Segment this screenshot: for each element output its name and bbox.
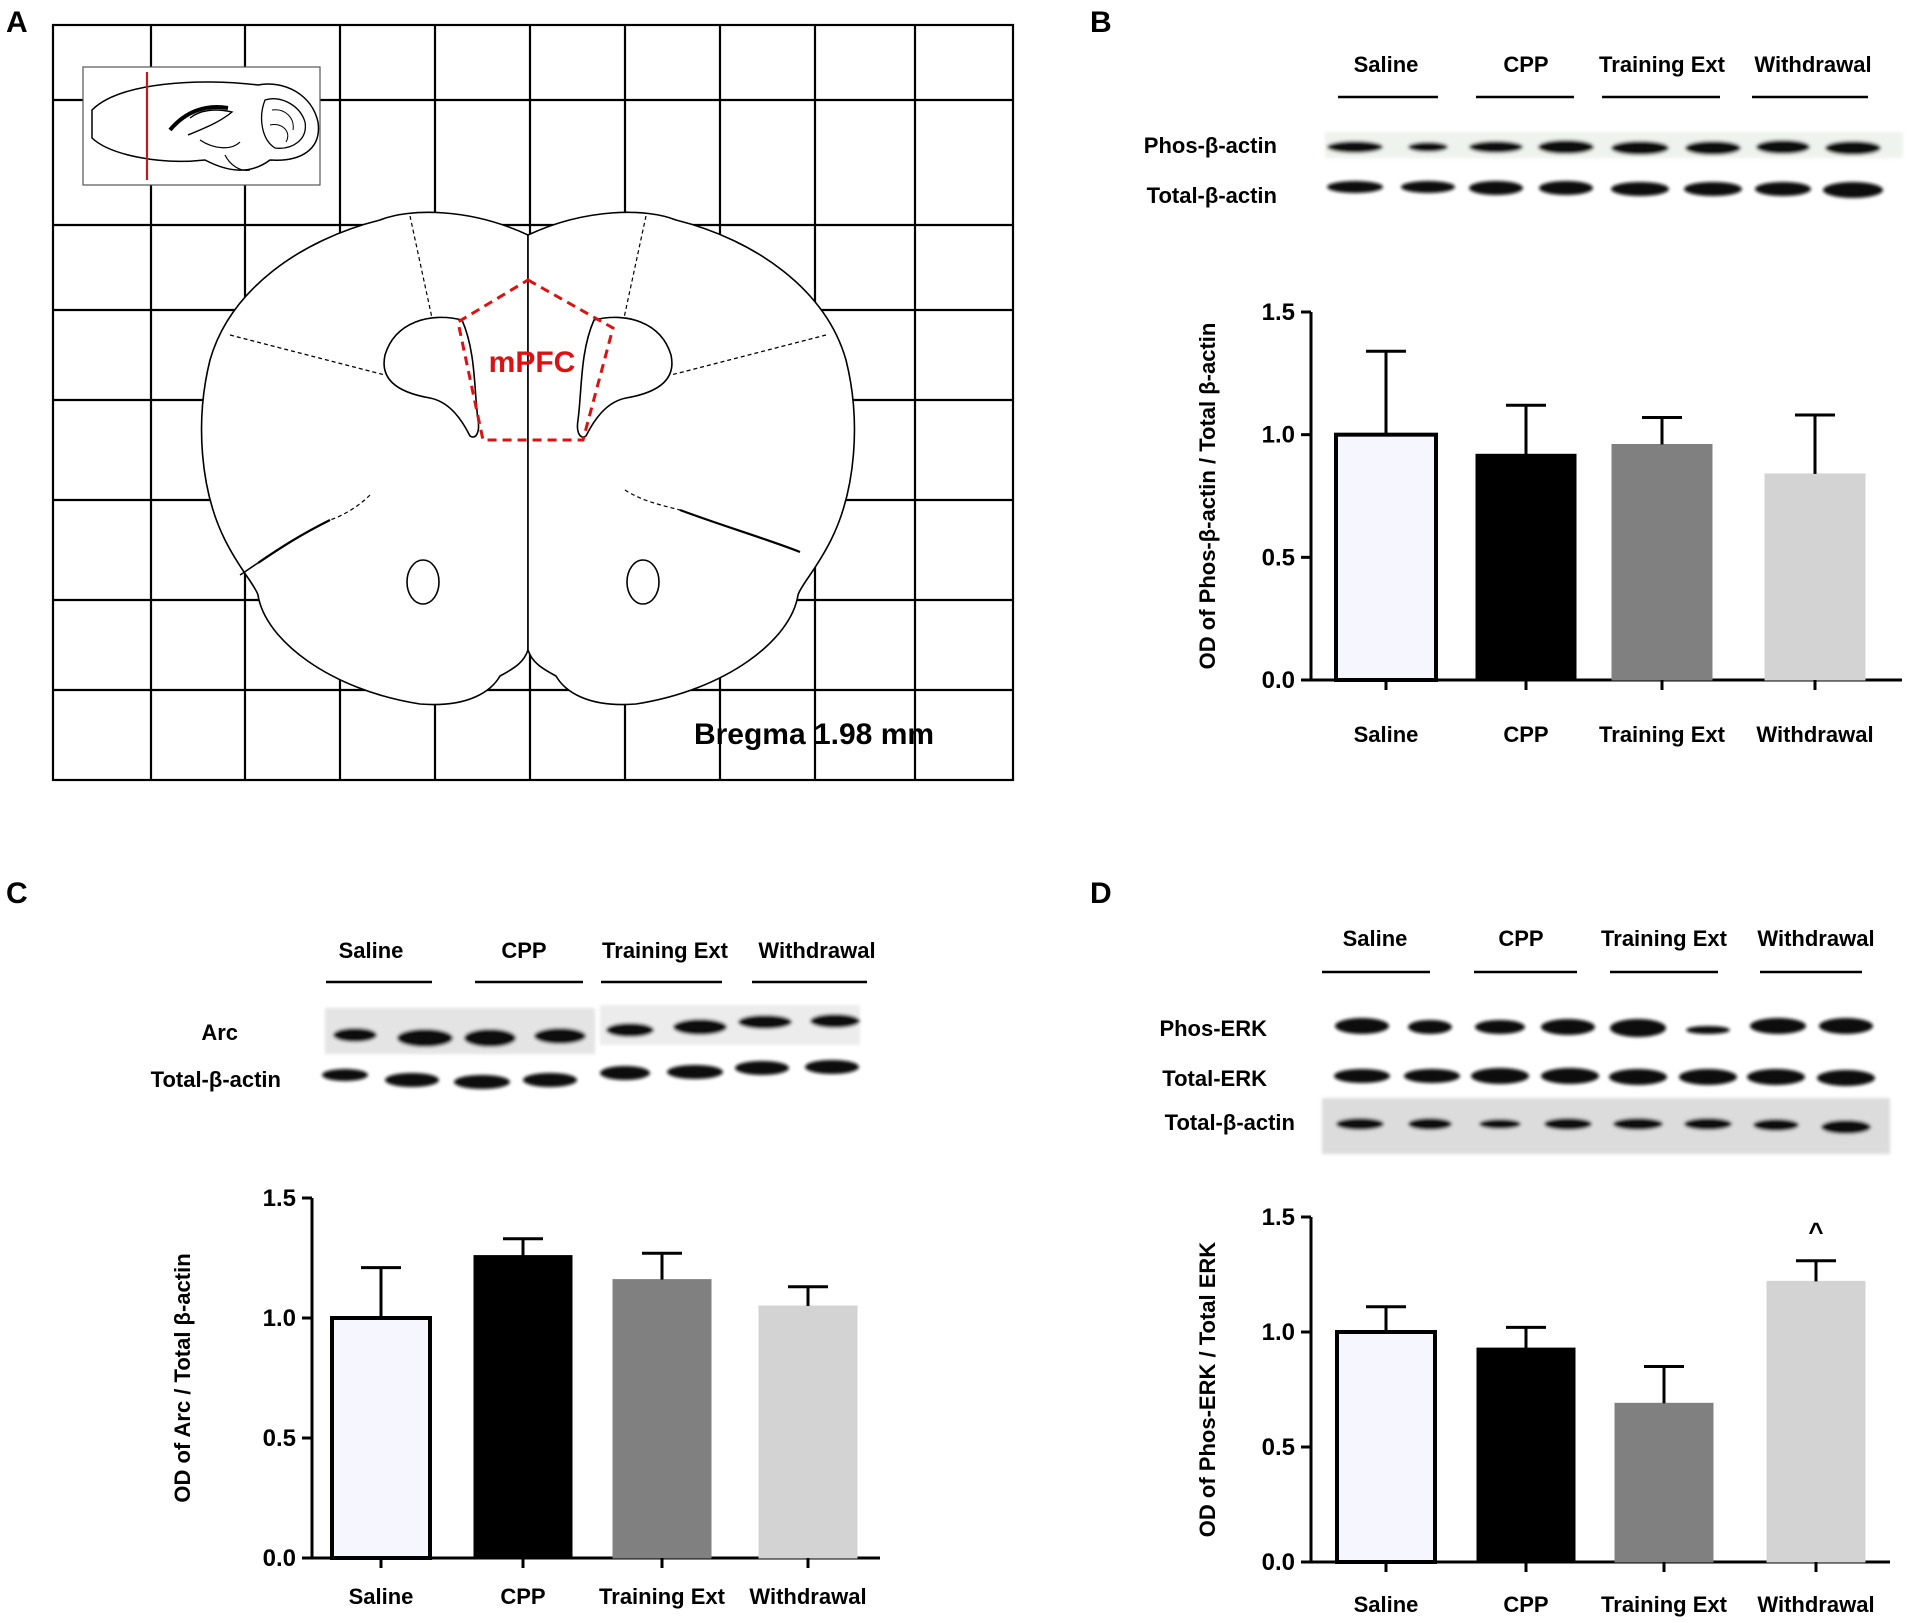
blot-d-row-total-erk: Total-ERK: [1162, 1066, 1267, 1091]
chart-d-y-tick-label: 1.0: [1262, 1319, 1295, 1346]
panel-b-blot-header: Saline CPP Training Ext Withdrawal: [1354, 52, 1872, 77]
chart-b-bar-saline: [1334, 432, 1438, 682]
chart-d-x-label-withdrawal: Withdrawal: [1757, 1592, 1874, 1617]
panel-c-letter: C: [6, 877, 28, 910]
blot-b-row-phos-beta-actin: Phos-β-actin: [1144, 133, 1277, 158]
blot-d-group-cpp: CPP: [1498, 926, 1543, 951]
chart-c-y-tick-label: 0.0: [263, 1545, 296, 1572]
chart-d-y-tick-label: 0.5: [1262, 1434, 1295, 1461]
chart-d-x-label-saline: Saline: [1354, 1592, 1419, 1617]
chart-d-bar-cpp: [1476, 1347, 1576, 1563]
chart-c-bar-training-ext: [612, 1279, 712, 1559]
chart-b: 0.0 0.5 1.0 1.5 OD of Phos-β-actin / Total β…: [1195, 299, 1902, 747]
blot-c-group-cpp: CPP: [501, 938, 546, 963]
panel-b-letter: B: [1090, 6, 1112, 39]
chart-b-y-tick-label: 1.5: [1262, 299, 1295, 326]
blot-c-bands: [322, 1005, 860, 1089]
chart-b-bar-cpp: [1475, 453, 1577, 681]
coronal-brain-section: [200, 211, 856, 706]
blot-d-group-saline: Saline: [1343, 926, 1408, 951]
chart-c-x-label-cpp: CPP: [500, 1584, 545, 1609]
coronal-section-boundaries: [229, 215, 827, 576]
bregma-label: Bregma 1.98 mm: [694, 718, 934, 751]
chart-c-x-label-withdrawal: Withdrawal: [749, 1584, 866, 1609]
chart-d-y-tick-label: 1.5: [1262, 1204, 1295, 1231]
chart-d-x-label-cpp: CPP: [1503, 1592, 1548, 1617]
blot-d-bands: [1322, 1018, 1890, 1154]
sagittal-brain-inset: [82, 66, 321, 186]
blot-c-row-total-beta-actin: Total-β-actin: [151, 1067, 281, 1092]
mpfc-region-outline: [456, 278, 615, 442]
mpfc-label: mPFC: [489, 346, 576, 379]
chart-d-y-tick-label: 0.0: [1262, 1549, 1295, 1576]
chart-d-significance-marker: ^: [1808, 1217, 1823, 1247]
blot-b-bands: [1325, 132, 1903, 198]
chart-b-x-label-cpp: CPP: [1503, 722, 1548, 747]
blot-b-group-saline: Saline: [1354, 52, 1419, 77]
blot-d-row-total-beta-actin: Total-β-actin: [1165, 1110, 1295, 1135]
chart-c-bar-withdrawal: [758, 1305, 858, 1559]
blot-c-row-arc: Arc: [201, 1020, 238, 1045]
panel-c-blot-header: Saline CPP Training Ext Withdrawal: [339, 938, 876, 963]
chart-b-bar-training-ext: [1611, 443, 1713, 681]
chart-b-bar-withdrawal: [1764, 473, 1866, 681]
chart-b-y-tick-label: 0.0: [1262, 667, 1295, 694]
blot-d-group-withdrawal: Withdrawal: [1757, 926, 1874, 951]
blot-b-group-cpp: CPP: [1503, 52, 1548, 77]
blot-b-group-training-ext: Training Ext: [1599, 52, 1726, 77]
chart-c-bar-saline: [330, 1316, 432, 1560]
blot-b-row-total-beta-actin: Total-β-actin: [1147, 183, 1277, 208]
blot-d-row-labels: Phos-ERK Total-ERK Total-β-actin: [1159, 1016, 1295, 1135]
chart-c-y-axis-title: OD of Arc / Total β-actin: [170, 1253, 195, 1502]
panel-d-blot-header: Saline CPP Training Ext Withdrawal: [1343, 926, 1875, 951]
chart-b-y-axis-title: OD of Phos-β-actin / Total β-actin: [1195, 323, 1220, 670]
blot-d-group-training-ext: Training Ext: [1601, 926, 1728, 951]
chart-d-x-label-training-ext: Training Ext: [1601, 1592, 1728, 1617]
chart-b-y-tick-label: 1.0: [1262, 422, 1295, 449]
chart-c-y-tick-label: 1.5: [263, 1185, 296, 1212]
chart-d-bar-saline: [1335, 1330, 1437, 1564]
chart-c-x-label-saline: Saline: [349, 1584, 414, 1609]
panel-d-letter: D: [1090, 877, 1112, 910]
chart-b-x-label-training-ext: Training Ext: [1599, 722, 1726, 747]
chart-d-y-axis-title: OD of Phos-ERK / Total ERK: [1195, 1242, 1220, 1537]
chart-d: 0.0 0.5 1.0 1.5 OD of Phos-ERK / Total ERK Sa…: [1195, 1204, 1890, 1617]
blot-b-group-withdrawal: Withdrawal: [1754, 52, 1871, 77]
blot-c-group-training-ext: Training Ext: [602, 938, 729, 963]
chart-c-bar-cpp: [473, 1255, 573, 1559]
chart-b-y-tick-label: 0.5: [1262, 544, 1295, 571]
blot-d-row-phos-erk: Phos-ERK: [1159, 1016, 1267, 1041]
chart-c-y-tick-label: 1.0: [263, 1305, 296, 1332]
chart-d-bar-training-ext: [1614, 1402, 1714, 1563]
blot-c-group-saline: Saline: [339, 938, 404, 963]
blot-c-group-withdrawal: Withdrawal: [758, 938, 875, 963]
blot-b-row-labels: Phos-β-actin Total-β-actin: [1144, 133, 1277, 208]
panel-a-letter: A: [6, 6, 28, 39]
chart-c-y-tick-label: 0.5: [263, 1425, 296, 1452]
chart-b-x-label-saline: Saline: [1354, 722, 1419, 747]
blot-c-row-labels: Arc Total-β-actin: [151, 1020, 281, 1092]
chart-d-bar-withdrawal: [1766, 1280, 1866, 1563]
chart-c-x-label-training-ext: Training Ext: [599, 1584, 726, 1609]
chart-b-x-label-withdrawal: Withdrawal: [1756, 722, 1873, 747]
chart-c: 0.0 0.5 1.0 1.5 OD of Arc / Total β-actin Sal…: [170, 1185, 880, 1609]
